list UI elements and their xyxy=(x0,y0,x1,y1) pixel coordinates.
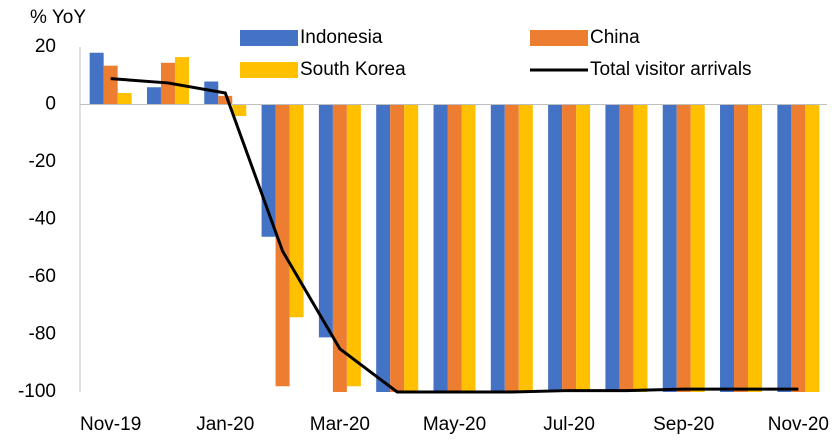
y-tick-label: -20 xyxy=(29,151,56,172)
bar xyxy=(346,104,361,387)
bar xyxy=(805,104,820,392)
bar xyxy=(89,52,104,105)
bar xyxy=(720,104,735,392)
y-tick-label: 20 xyxy=(35,36,56,57)
bar xyxy=(289,104,304,318)
bar xyxy=(332,104,347,392)
bar xyxy=(748,104,763,392)
bar xyxy=(433,104,448,392)
bar xyxy=(461,104,476,392)
bar xyxy=(662,104,677,392)
bar xyxy=(404,104,419,392)
bar xyxy=(777,104,792,392)
bar xyxy=(791,104,806,392)
bar xyxy=(204,81,219,105)
x-tick-label: Nov-20 xyxy=(768,414,829,435)
x-tick-label: Jan-20 xyxy=(196,414,254,435)
x-tick-label: Sep-20 xyxy=(653,414,714,435)
legend-label: China xyxy=(590,27,640,48)
legend-swatch xyxy=(240,62,298,78)
bar xyxy=(605,104,620,392)
legend-label: Indonesia xyxy=(300,27,383,48)
bar xyxy=(447,104,462,392)
y-axis-label: % YoY xyxy=(30,7,86,28)
bar xyxy=(562,104,577,392)
bar xyxy=(275,104,290,387)
line xyxy=(110,77,799,394)
bar xyxy=(117,93,132,105)
legend-swatch xyxy=(530,30,588,46)
y-tick-label: -100 xyxy=(18,381,56,402)
legend-label: South Korea xyxy=(300,59,406,80)
bar xyxy=(146,87,161,105)
x-tick-label: Jul-20 xyxy=(543,414,595,435)
bar xyxy=(548,104,563,392)
bar xyxy=(232,104,247,116)
bar xyxy=(390,104,405,392)
y-tick-label: -60 xyxy=(29,266,56,287)
bar xyxy=(218,95,233,105)
bar xyxy=(734,104,749,392)
bar xyxy=(633,104,648,392)
y-tick-label: 0 xyxy=(45,94,56,115)
bar xyxy=(103,65,118,105)
x-tick-label: Nov-19 xyxy=(80,414,141,435)
legend-swatch xyxy=(240,30,298,46)
legend-label: Total visitor arrivals xyxy=(590,59,752,80)
bar xyxy=(504,104,519,392)
bar xyxy=(690,104,705,392)
bar xyxy=(619,104,634,392)
x-tick-label: Mar-20 xyxy=(310,414,370,435)
bar xyxy=(490,104,505,392)
bar xyxy=(518,104,533,392)
bar xyxy=(576,104,591,392)
y-tick-label: -40 xyxy=(29,209,56,230)
bar xyxy=(676,104,691,392)
bar xyxy=(261,104,276,237)
bar xyxy=(376,104,391,392)
bar xyxy=(174,57,189,105)
x-tick-label: May-20 xyxy=(423,414,486,435)
y-tick-label: -80 xyxy=(29,324,56,345)
bar xyxy=(318,104,333,338)
